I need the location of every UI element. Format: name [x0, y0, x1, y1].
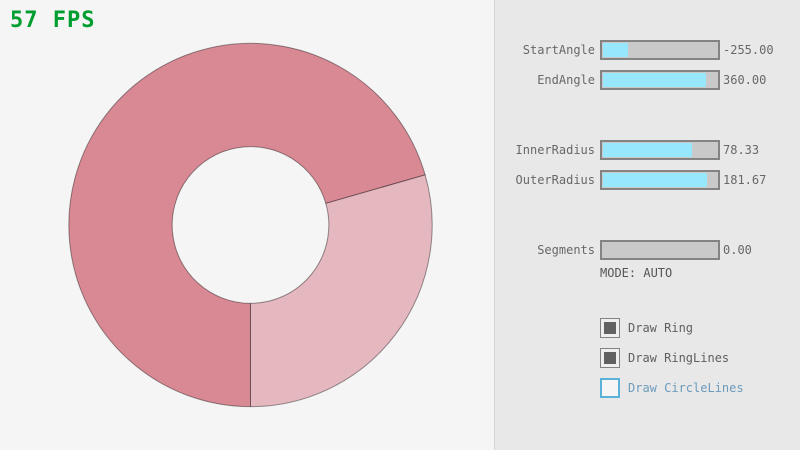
draw-ring-checkbox[interactable]: [600, 318, 620, 338]
inner-radius-slider-fill: [603, 143, 692, 157]
segments-label: Segments: [537, 243, 595, 257]
outer-radius-label: OuterRadius: [515, 173, 595, 187]
end-angle-slider[interactable]: [600, 70, 720, 90]
inner-radius-label: InnerRadius: [515, 143, 595, 157]
checkmark-icon: [604, 322, 616, 334]
single-pass-arc: [250, 174, 433, 408]
fps-counter: 57 FPS: [10, 8, 96, 33]
draw-circlelines-label: Draw CircleLines: [628, 381, 744, 395]
draw-ringlines-checkbox[interactable]: [600, 348, 620, 368]
end-angle-slider-fill: [603, 73, 706, 87]
outer-radius-slider-fill: [603, 173, 707, 187]
draw-ring-label: Draw Ring: [628, 321, 694, 335]
outer-radius-value: 181.67: [723, 173, 767, 187]
start-angle-slider-fill: [603, 43, 628, 57]
double-pass-arc: [68, 42, 426, 408]
checkmark-icon: [604, 352, 616, 364]
end-angle-value: 360.00: [723, 73, 767, 87]
draw-circlelines-checkbox[interactable]: [600, 378, 620, 398]
segments-slider[interactable]: [600, 240, 720, 260]
start-angle-slider[interactable]: [600, 40, 720, 60]
start-angle-value: -255.00: [723, 43, 774, 57]
segments-mode-text: MODE: AUTO: [600, 266, 673, 280]
segments-value: 0.00: [723, 243, 752, 257]
end-angle-label: EndAngle: [537, 73, 595, 87]
inner-radius-slider[interactable]: [600, 140, 720, 160]
outer-radius-slider[interactable]: [600, 170, 720, 190]
draw-ringlines-label: Draw RingLines: [628, 351, 730, 365]
start-angle-label: StartAngle: [522, 43, 595, 57]
inner-radius-value: 78.33: [723, 143, 760, 157]
